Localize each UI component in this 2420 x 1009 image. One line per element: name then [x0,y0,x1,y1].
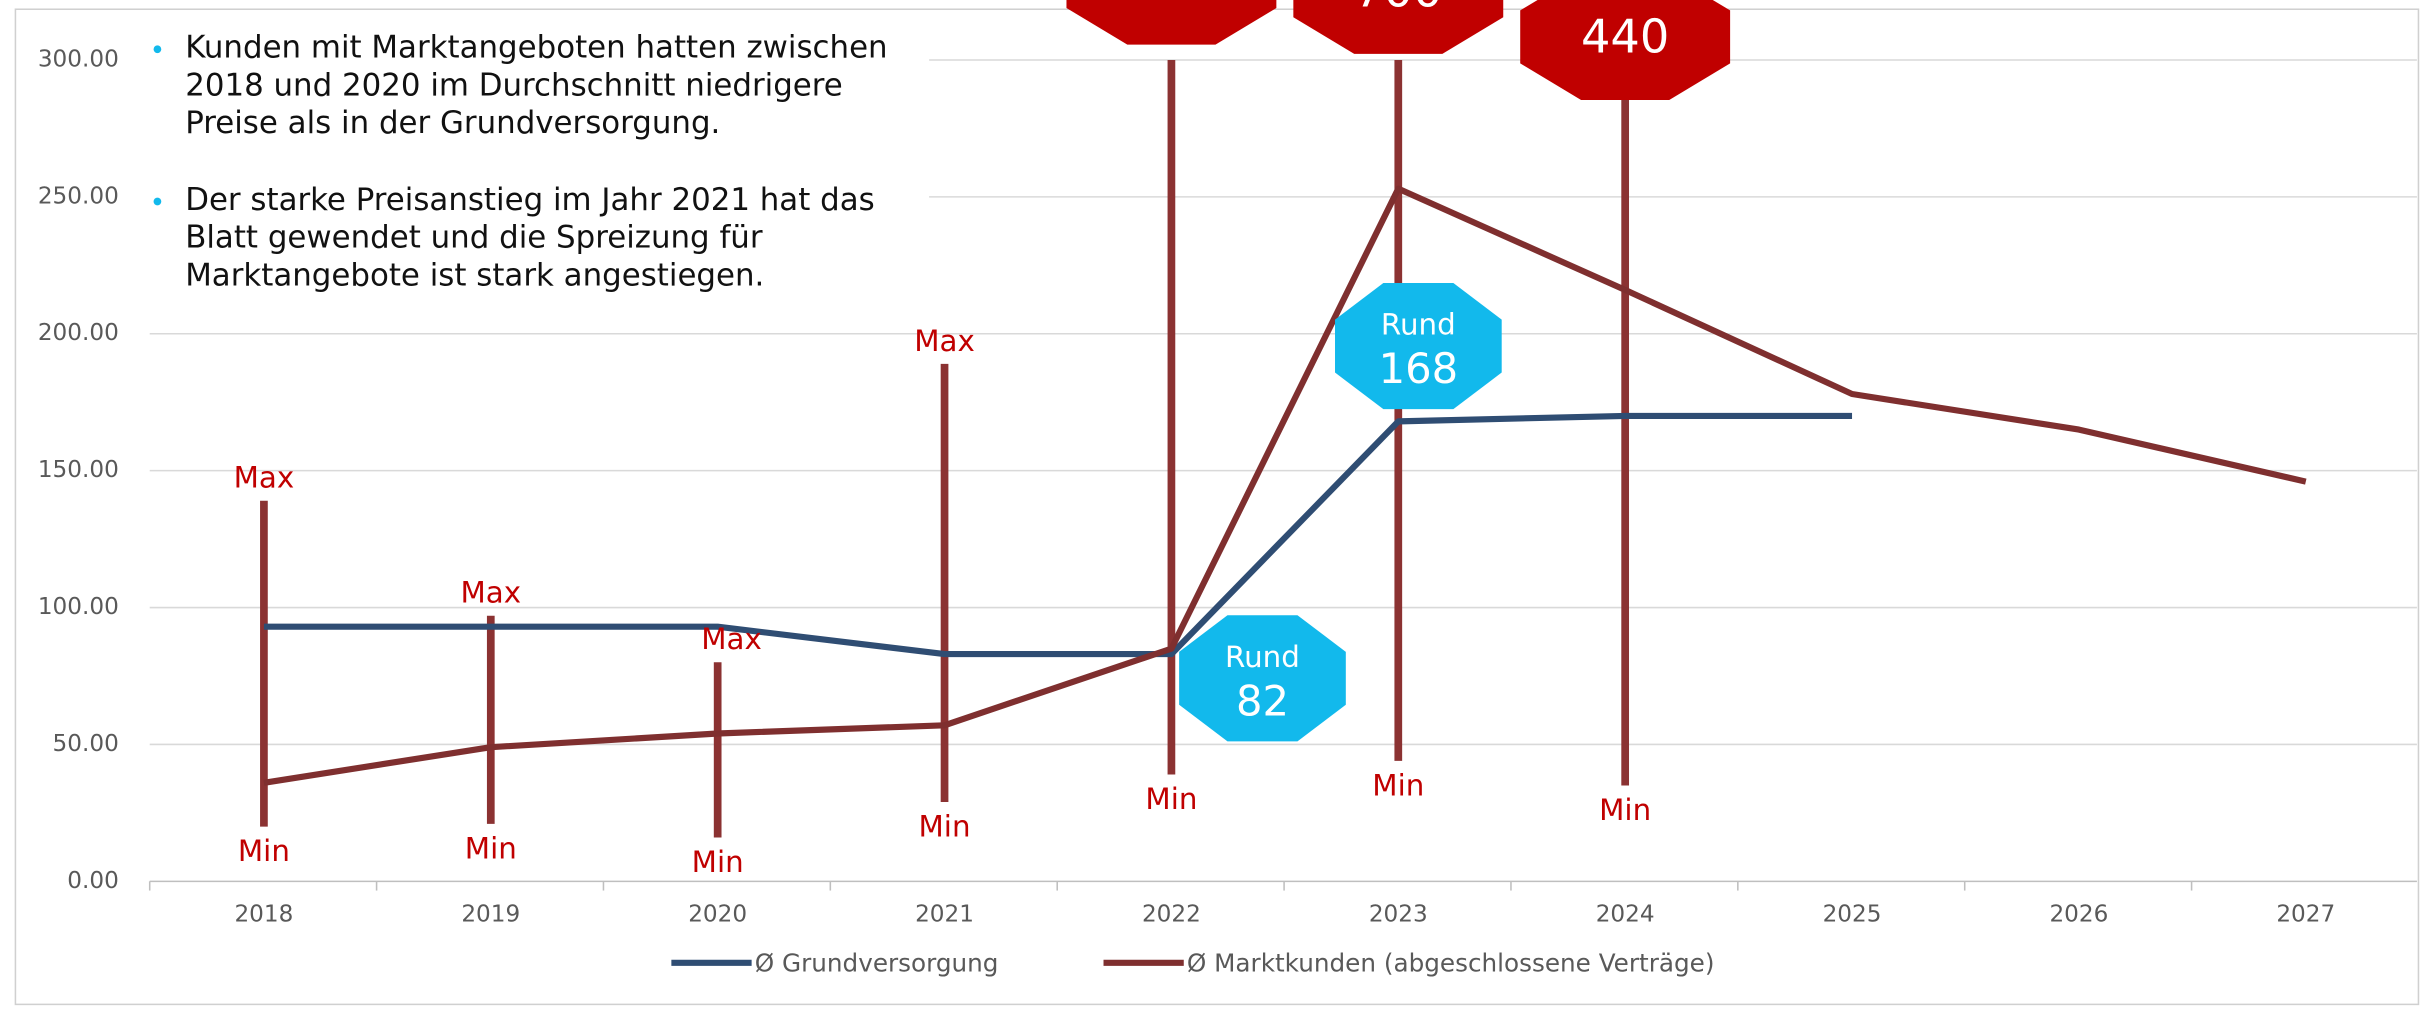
y-tick-label: 0.00 [67,868,119,894]
note-line: Blatt gewendet und die Spreizung für [185,220,763,256]
note-line: Marktangebote ist stark angestiegen. [185,257,764,293]
max-label: Max [234,461,295,495]
x-tick-label: 2018 [234,902,293,928]
min-label: Min [1372,769,1424,803]
series-line [263,412,1853,658]
max-label: Max [701,622,762,656]
x-tick-label: 2025 [1823,902,1882,928]
note-line: Preise als in der Grundversorgung. [185,105,720,141]
y-tick-label: 250.00 [38,183,119,209]
x-tick-label: 2022 [1142,902,1201,928]
x-tick-label: 2021 [915,902,974,928]
y-tick-label: 300.00 [38,47,119,73]
note-line: Der starke Preisanstieg im Jahr 2021 hat… [185,182,874,218]
bullet [153,45,162,54]
note-line: Kunden mit Marktangeboten hatten zwische… [185,30,887,66]
notes-background [141,21,930,299]
max-label: Max [460,576,521,610]
legend-label: Ø Grundversorgung [755,948,999,977]
max-label: Max [914,324,975,358]
y-tick-label: 50.00 [53,731,119,757]
callout-label: Rund [1225,640,1300,674]
min-label: Min [238,834,290,868]
x-tick-label: 2019 [461,902,520,928]
y-tick-label: 100.00 [38,594,119,620]
x-tick-label: 2023 [1369,902,1428,928]
x-tick-label: 2020 [688,902,747,928]
x-tick-label: 2026 [2049,902,2108,928]
min-label: Min [1145,782,1197,816]
min-label: Min [919,810,971,844]
callout [1335,283,1502,410]
y-tick-label: 200.00 [38,320,119,346]
callout-value: 168 [1379,344,1459,393]
min-label: Min [692,845,744,879]
top-callout [1293,0,1504,54]
callout-value: 82 [1236,677,1289,726]
top-callout-value: 700 [1354,0,1442,17]
top-callout [1520,0,1731,100]
top-callout-value: 440 [1581,10,1669,64]
x-tick-label: 2027 [2276,902,2335,928]
min-label: Min [1599,793,1651,827]
bullet [153,197,162,206]
callout-label: Rund [1381,308,1456,342]
min-label: Min [465,832,517,866]
note-line: 2018 und 2020 im Durchschnitt niedrigere [185,67,843,103]
series-line [263,185,2307,786]
top-callout [1066,0,1277,45]
x-tick-label: 2024 [1596,902,1655,928]
legend-label: Ø Marktkunden (abgeschlossene Verträge) [1187,948,1715,977]
callout [1179,615,1346,742]
y-tick-label: 150.00 [38,457,119,483]
